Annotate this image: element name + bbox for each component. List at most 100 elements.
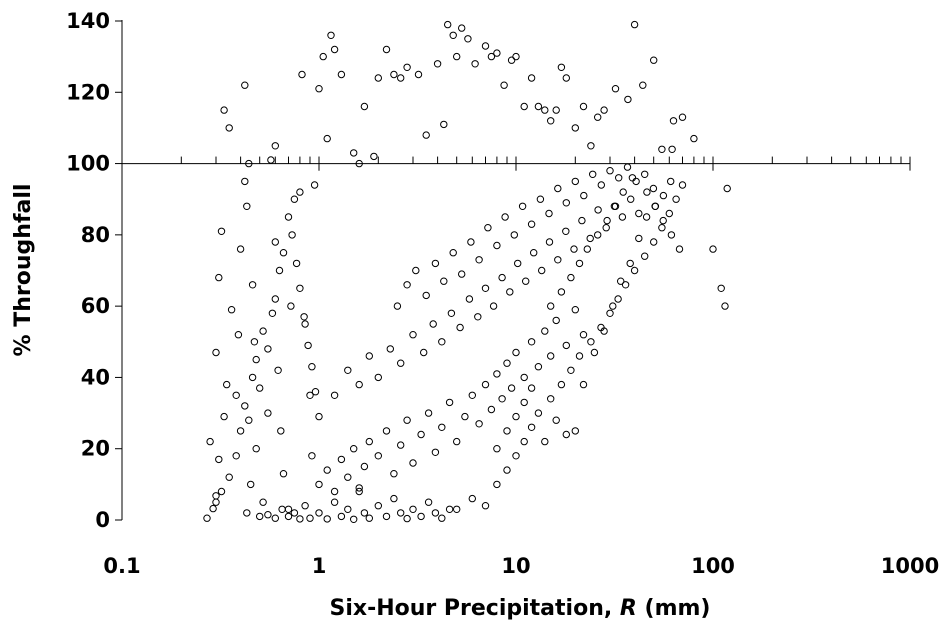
data-point	[397, 359, 405, 367]
data-point	[562, 227, 570, 236]
data-point	[562, 74, 570, 82]
data-point	[433, 60, 442, 68]
data-point	[232, 452, 240, 460]
data-point	[602, 224, 610, 232]
data-point	[306, 391, 314, 399]
data-point	[717, 284, 725, 292]
x-axis-title-prefix: Six-Hour Precipitation,	[330, 596, 613, 621]
data-point	[417, 512, 425, 521]
data-point	[557, 63, 566, 72]
data-point	[615, 174, 623, 182]
data-point	[562, 199, 570, 207]
data-point	[587, 142, 595, 150]
data-point	[337, 512, 346, 521]
data-point	[412, 266, 420, 275]
data-point	[675, 245, 684, 253]
data-point	[212, 498, 220, 506]
data-point	[248, 373, 257, 382]
data-point	[458, 270, 466, 278]
y-tick-label: 0	[95, 508, 110, 532]
data-point	[304, 341, 312, 350]
data-point	[248, 281, 257, 289]
data-point	[250, 338, 259, 346]
data-point	[498, 395, 506, 403]
data-point	[583, 245, 591, 253]
data-point	[355, 159, 363, 168]
data-point	[393, 302, 402, 310]
data-point	[271, 238, 279, 246]
data-point	[365, 514, 373, 522]
data-point	[355, 484, 363, 492]
data-point	[520, 373, 528, 382]
data-point	[471, 60, 479, 68]
data-point	[552, 416, 560, 424]
data-point	[481, 502, 490, 510]
data-point	[365, 352, 373, 360]
data-point	[534, 409, 543, 417]
data-point	[475, 420, 483, 428]
data-point	[264, 409, 272, 417]
data-point	[594, 113, 602, 121]
data-point	[440, 120, 448, 129]
data-point	[344, 505, 352, 513]
data-point	[510, 231, 518, 239]
data-point	[337, 455, 346, 464]
x-axis-title-unit: (mm)	[645, 596, 711, 621]
data-point	[424, 498, 433, 506]
data-point	[474, 313, 482, 321]
data-point	[527, 74, 536, 82]
data-point	[445, 398, 454, 407]
data-point	[390, 70, 398, 79]
data-point	[449, 31, 457, 39]
data-point	[301, 502, 309, 510]
data-point	[650, 56, 658, 64]
data-point	[241, 177, 249, 186]
data-point	[571, 306, 579, 314]
data-point	[642, 213, 651, 221]
data-point	[212, 348, 220, 357]
data-point	[445, 505, 454, 513]
data-point	[315, 412, 323, 421]
data-point	[287, 302, 295, 310]
data-point	[600, 327, 608, 335]
y-tick-label: 140	[66, 9, 110, 33]
data-point	[632, 177, 640, 186]
data-point	[578, 216, 586, 225]
data-point	[431, 509, 440, 517]
data-point	[512, 52, 520, 61]
data-point	[264, 511, 272, 519]
data-point	[609, 302, 617, 310]
data-point	[438, 338, 446, 346]
data-point	[296, 188, 304, 196]
data-point	[323, 134, 331, 143]
data-point	[481, 284, 490, 292]
data-point	[241, 402, 249, 410]
data-point	[475, 256, 483, 264]
data-point	[665, 209, 673, 218]
data-point	[217, 487, 226, 496]
data-point	[271, 142, 279, 150]
data-point	[315, 509, 323, 517]
data-point	[520, 398, 528, 407]
data-point	[575, 352, 584, 360]
data-point	[382, 45, 391, 54]
data-point	[512, 452, 520, 460]
data-point	[382, 427, 391, 435]
data-point	[626, 259, 634, 268]
data-point	[220, 106, 228, 114]
data-point	[659, 191, 668, 200]
data-point	[279, 470, 288, 478]
data-point	[245, 159, 253, 168]
data-point	[630, 20, 639, 29]
data-point	[374, 74, 382, 82]
data-point	[461, 412, 469, 421]
data-point	[658, 145, 666, 154]
data-point	[220, 412, 228, 421]
x-axis-title-var: R	[620, 596, 637, 621]
data-point	[323, 515, 331, 523]
data-point	[374, 502, 382, 510]
data-point	[628, 174, 637, 182]
data-point	[547, 395, 555, 403]
data-point	[481, 380, 490, 389]
